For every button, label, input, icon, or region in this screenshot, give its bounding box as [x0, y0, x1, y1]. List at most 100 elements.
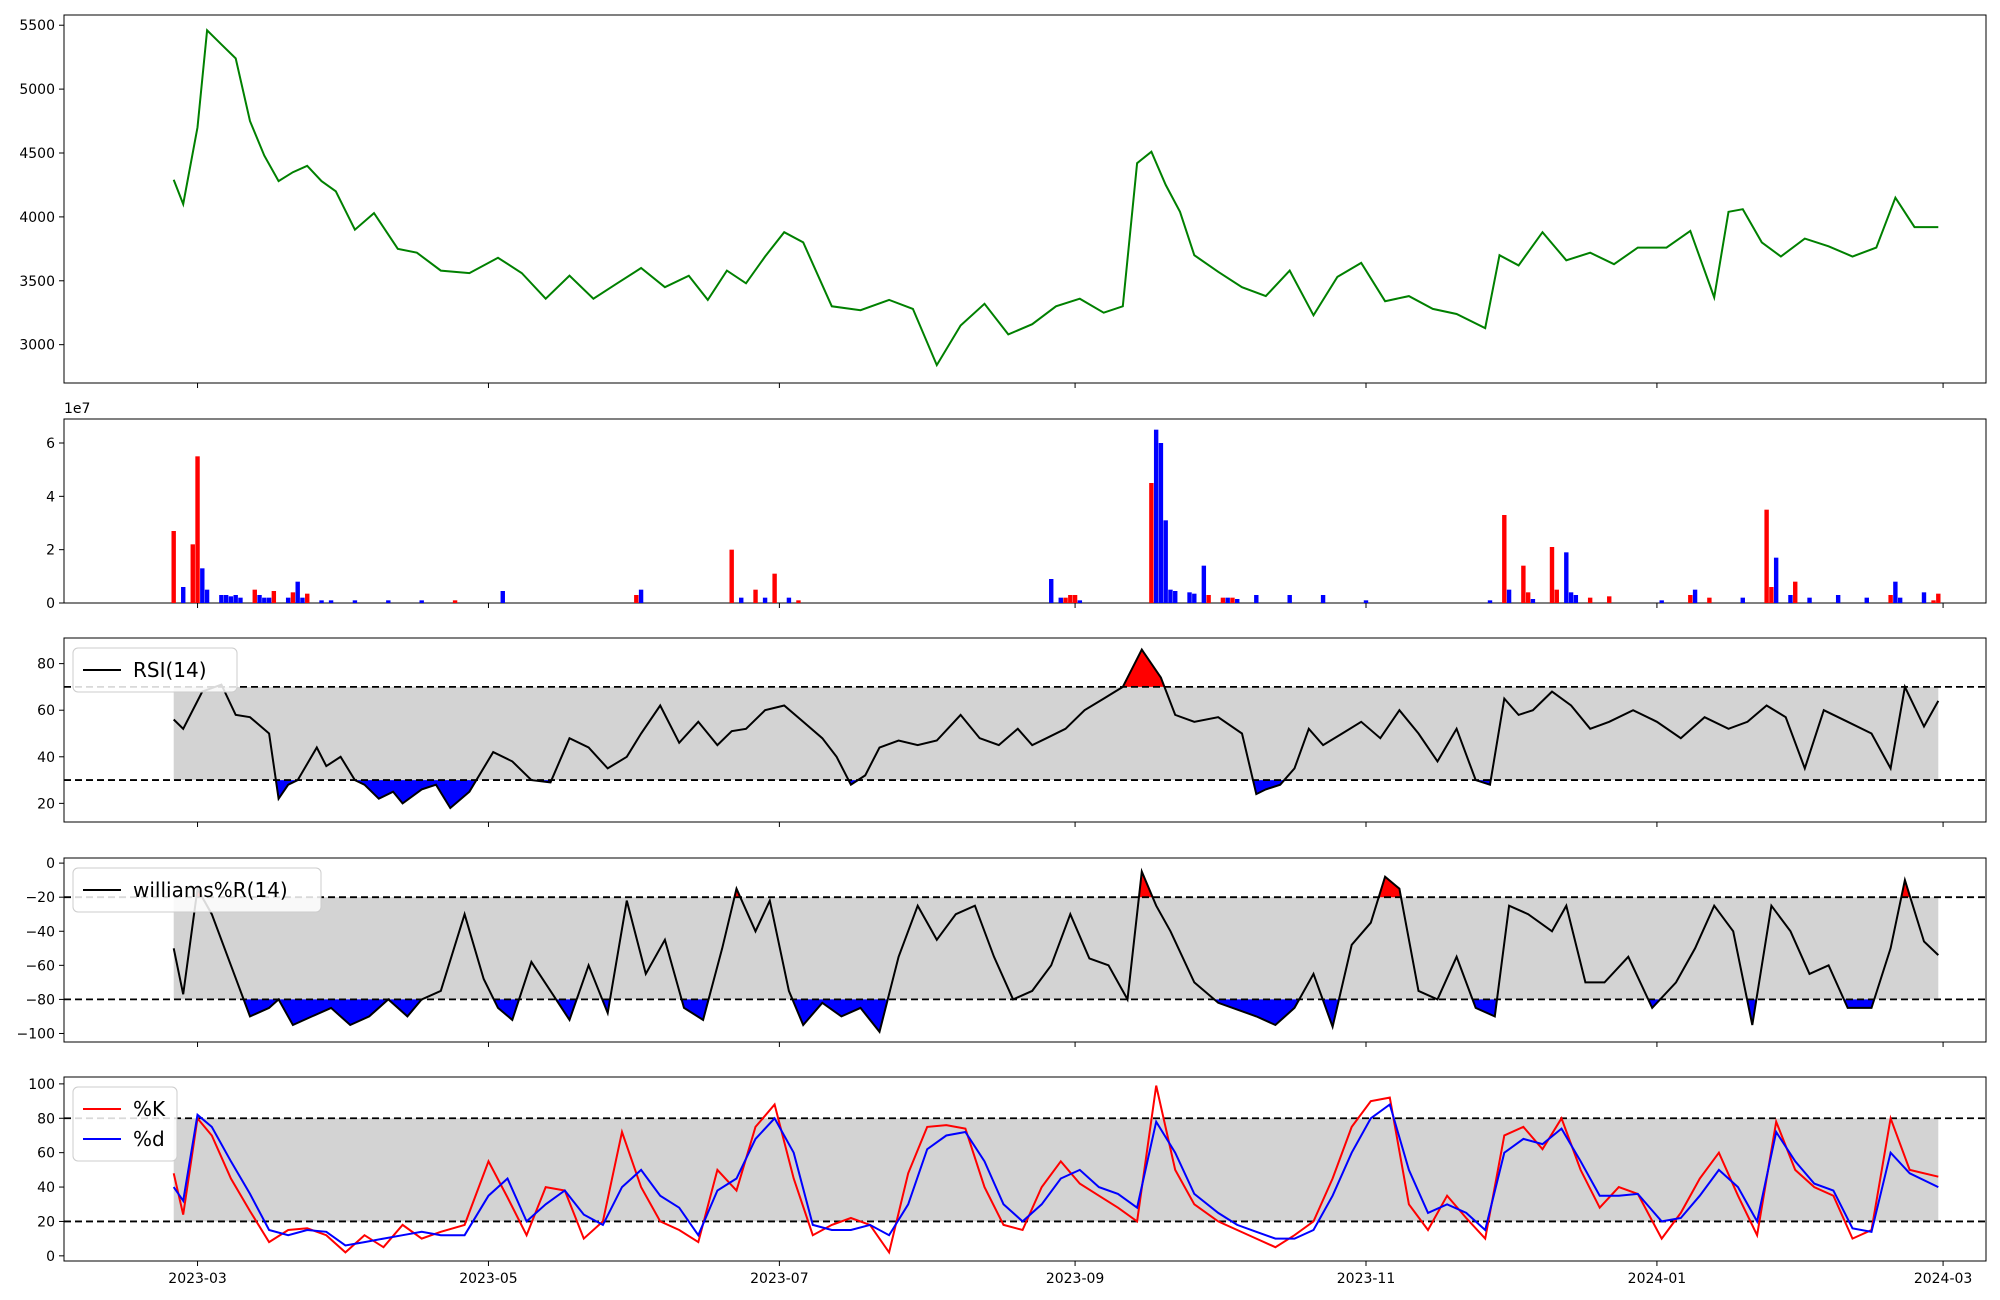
- volume-bar: [233, 595, 238, 603]
- stochastic-k-line: [172, 1085, 1939, 1255]
- williams-ytick-label: 0: [46, 856, 55, 872]
- volume-bar: [1363, 600, 1369, 603]
- volume-bar: [1707, 597, 1712, 603]
- price-ytick-label: 3500: [19, 274, 55, 290]
- volume-bar: [1554, 589, 1559, 603]
- stochastic-ytick-label: 0: [46, 1249, 55, 1265]
- xtick-label: 2023-11: [1337, 1271, 1396, 1287]
- williams-line: [172, 867, 1939, 1035]
- volume-bar: [1931, 600, 1936, 603]
- stochastic-legend-label: %d: [133, 1127, 165, 1151]
- volume-bar: [219, 595, 224, 603]
- volume-bar: [1587, 597, 1593, 603]
- rsi-panel: 20 40 60 80 RSI(14): [37, 637, 1987, 823]
- xtick-label: 2023-03: [168, 1271, 227, 1287]
- volume-bar: [1254, 595, 1259, 603]
- volume-bar: [452, 600, 458, 603]
- price-ytick-label: 4000: [19, 210, 55, 226]
- price-line: [172, 28, 1939, 368]
- williams-ytick-label: −60: [25, 958, 55, 974]
- volume-bar: [271, 591, 277, 603]
- volume-scale-label: 1e7: [64, 401, 90, 417]
- volume-bar: [1573, 595, 1579, 603]
- xtick-label: 2024-03: [1914, 1271, 1973, 1287]
- volume-bar: [295, 581, 300, 603]
- volume-bar: [729, 549, 734, 603]
- williams-oversold-fill: [493, 999, 519, 1020]
- volume-bar: [319, 600, 324, 603]
- williams-neutral-band: [173, 897, 1939, 1000]
- volume-bar: [1158, 443, 1164, 603]
- williams-axes-frame: [63, 857, 1987, 1043]
- volume-bar: [753, 589, 758, 603]
- xtick-label: 2023-05: [459, 1271, 518, 1287]
- stochastic-ytick-label: 100: [28, 1077, 55, 1093]
- williams-oversold-fill: [792, 999, 888, 1032]
- volume-bar: [1549, 547, 1555, 603]
- volume-bar: [1521, 565, 1526, 603]
- volume-bar: [1201, 565, 1207, 603]
- volume-bar: [204, 589, 210, 603]
- volume-bar: [238, 597, 243, 603]
- volume-bar: [1173, 591, 1178, 603]
- williams-oversold-fill: [681, 999, 709, 1020]
- volume-bar: [328, 600, 334, 603]
- price-panel: 3000 3500 4000 4500 5000 5500: [19, 14, 1987, 384]
- volume-bar: [386, 600, 391, 603]
- volume-bar: [634, 595, 639, 603]
- price-axes-frame: [63, 14, 1987, 384]
- rsi-ytick-label: 60: [37, 703, 55, 719]
- volume-bar: [1893, 581, 1898, 603]
- volume-bar: [305, 593, 310, 603]
- volume-bar: [1688, 595, 1693, 603]
- xtick-label: 2023-07: [750, 1271, 809, 1287]
- volume-bar: [300, 597, 305, 603]
- volume-bar: [1068, 595, 1073, 603]
- volume-bar: [190, 544, 195, 603]
- price-ytick-label: 5500: [19, 18, 55, 34]
- volume-bar: [1807, 597, 1812, 603]
- volume-bar: [1077, 600, 1083, 603]
- volume-ytick-label: 2: [46, 543, 55, 559]
- stochastic-ytick-label: 80: [37, 1111, 55, 1127]
- rsi-line: [173, 647, 1940, 810]
- xtick-label: 2023-09: [1046, 1271, 1105, 1287]
- volume-bar: [762, 597, 768, 603]
- stochastic-ytick-label: 40: [37, 1180, 55, 1196]
- williams-ytick-label: −20: [25, 890, 55, 906]
- volume-bar: [181, 587, 186, 603]
- williams-oversold-fill: [243, 999, 279, 1017]
- volume-bar: [638, 589, 644, 603]
- volume-bar: [1063, 597, 1068, 603]
- volume-bar: [1764, 509, 1769, 603]
- volume-ytick-label: 0: [46, 596, 55, 612]
- volume-bar: [290, 592, 296, 603]
- volume-bar: [1220, 597, 1226, 603]
- stochastic-d-line: [172, 1102, 1939, 1247]
- rsi-legend-label: RSI(14): [133, 658, 207, 682]
- williams-oversold-fill: [1472, 999, 1497, 1017]
- volume-axes-frame: [63, 418, 1987, 604]
- volume-bar: [266, 597, 272, 603]
- williams-ytick-label: −40: [25, 924, 55, 940]
- williams-oversold-fill: [1747, 999, 1757, 1025]
- williams-oversold-fill: [1322, 999, 1339, 1027]
- volume-panel: 0 2 4 6 1e7: [46, 401, 1987, 612]
- volume-bar: [419, 600, 424, 603]
- volume-bar: [1320, 595, 1326, 603]
- volume-bar: [257, 595, 262, 603]
- rsi-ytick-label: 20: [37, 796, 55, 812]
- volume-bar: [1187, 592, 1192, 603]
- volume-bar: [1793, 581, 1798, 603]
- volume-bar: [228, 596, 234, 603]
- rsi-overbought-fill: [1122, 649, 1165, 687]
- volume-bar: [1072, 595, 1078, 603]
- williams-legend-label: williams%R(14): [133, 878, 288, 902]
- volume-bar: [1225, 597, 1230, 603]
- volume-bar: [1788, 595, 1793, 603]
- williams-oversold-fill: [278, 999, 389, 1025]
- volume-bar: [1049, 579, 1054, 603]
- stochastic-legend-label: %K: [133, 1097, 166, 1121]
